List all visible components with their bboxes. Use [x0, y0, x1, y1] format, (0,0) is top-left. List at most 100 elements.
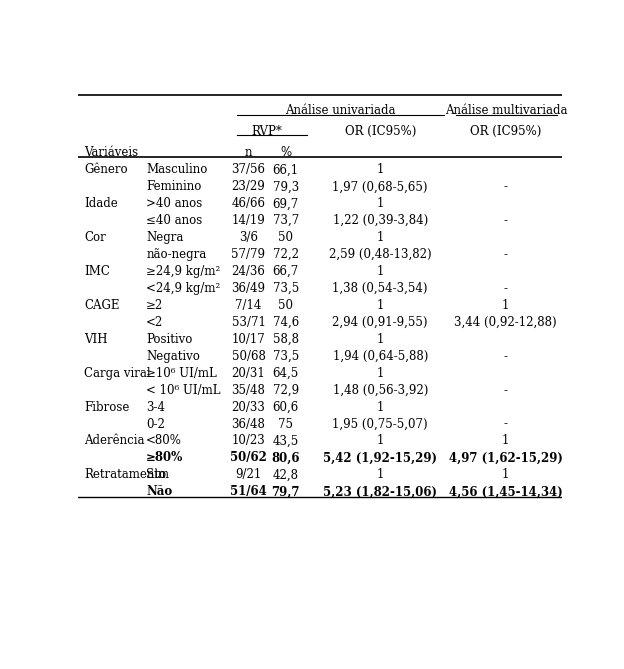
Text: <2: <2	[146, 316, 163, 329]
Text: 7/14: 7/14	[235, 299, 261, 312]
Text: 1,97 (0,68-5,65): 1,97 (0,68-5,65)	[333, 181, 428, 193]
Text: ≥10⁶ UI/mL: ≥10⁶ UI/mL	[146, 367, 217, 380]
Text: ≤40 anos: ≤40 anos	[146, 214, 202, 227]
Text: >40 anos: >40 anos	[146, 197, 202, 210]
Text: 50/62: 50/62	[230, 452, 267, 464]
Text: -: -	[504, 417, 508, 431]
Text: 1: 1	[502, 468, 509, 482]
Text: 46/66: 46/66	[232, 197, 265, 210]
Text: 2,59 (0,48-13,82): 2,59 (0,48-13,82)	[329, 248, 432, 261]
Text: -: -	[504, 248, 508, 261]
Text: OR (IC95%): OR (IC95%)	[344, 125, 416, 138]
Text: 1: 1	[376, 401, 384, 413]
Text: Aderência: Aderência	[84, 434, 145, 448]
Text: 80,6: 80,6	[271, 452, 300, 464]
Text: Sim: Sim	[146, 468, 169, 482]
Text: Masculino: Masculino	[146, 163, 208, 177]
Text: -: -	[504, 350, 508, 363]
Text: 0-2: 0-2	[146, 417, 165, 431]
Text: 9/21: 9/21	[235, 468, 261, 482]
Text: 4,97 (1,62-15,29): 4,97 (1,62-15,29)	[449, 452, 563, 464]
Text: Cor: Cor	[84, 231, 106, 244]
Text: 74,6: 74,6	[273, 316, 299, 329]
Text: ≥24,9 kg/m²: ≥24,9 kg/m²	[146, 265, 220, 278]
Text: 5,42 (1,92-15,29): 5,42 (1,92-15,29)	[323, 452, 437, 464]
Text: -: -	[504, 214, 508, 227]
Text: 75: 75	[278, 417, 293, 431]
Text: 14/19: 14/19	[232, 214, 265, 227]
Text: 3/6: 3/6	[239, 231, 258, 244]
Text: IMC: IMC	[84, 265, 110, 278]
Text: Fibrose: Fibrose	[84, 401, 130, 413]
Text: Carga viral: Carga viral	[84, 367, 151, 380]
Text: 1: 1	[376, 434, 384, 448]
Text: 1: 1	[376, 468, 384, 482]
Text: 3,44 (0,92-12,88): 3,44 (0,92-12,88)	[454, 316, 557, 329]
Text: 1,95 (0,75-5,07): 1,95 (0,75-5,07)	[333, 417, 428, 431]
Text: 2,94 (0,91-9,55): 2,94 (0,91-9,55)	[333, 316, 428, 329]
Text: %: %	[280, 146, 291, 159]
Text: VIH: VIH	[84, 333, 108, 346]
Text: CAGE: CAGE	[84, 299, 120, 312]
Text: 20/31: 20/31	[232, 367, 265, 380]
Text: 43,5: 43,5	[273, 434, 299, 448]
Text: 1: 1	[376, 163, 384, 177]
Text: 50/68: 50/68	[232, 350, 265, 363]
Text: 35/48: 35/48	[232, 383, 265, 397]
Text: Feminino: Feminino	[146, 181, 202, 193]
Text: 66,1: 66,1	[273, 163, 299, 177]
Text: 1: 1	[376, 265, 384, 278]
Text: Retratamento: Retratamento	[84, 468, 167, 482]
Text: 23/29: 23/29	[232, 181, 265, 193]
Text: n: n	[245, 146, 252, 159]
Text: 73,7: 73,7	[273, 214, 299, 227]
Text: 1,94 (0,64-5,88): 1,94 (0,64-5,88)	[333, 350, 428, 363]
Text: 73,5: 73,5	[273, 282, 299, 295]
Text: Não: Não	[146, 485, 172, 498]
Text: 36/49: 36/49	[232, 282, 265, 295]
Text: 66,7: 66,7	[273, 265, 299, 278]
Text: 4,56 (1,45-14,34): 4,56 (1,45-14,34)	[449, 485, 563, 498]
Text: 50: 50	[278, 299, 293, 312]
Text: < 10⁶ UI/mL: < 10⁶ UI/mL	[146, 383, 221, 397]
Text: 79,3: 79,3	[273, 181, 299, 193]
Text: -: -	[504, 282, 508, 295]
Text: 1: 1	[376, 299, 384, 312]
Text: 1,38 (0,54-3,54): 1,38 (0,54-3,54)	[333, 282, 428, 295]
Text: 58,8: 58,8	[273, 333, 299, 346]
Text: -: -	[504, 181, 508, 193]
Text: 1: 1	[376, 231, 384, 244]
Text: OR (IC95%): OR (IC95%)	[470, 125, 542, 138]
Text: <24,9 kg/m²: <24,9 kg/m²	[146, 282, 220, 295]
Text: 24/36: 24/36	[232, 265, 265, 278]
Text: <80%: <80%	[146, 434, 182, 448]
Text: 10/17: 10/17	[232, 333, 265, 346]
Text: 42,8: 42,8	[273, 468, 299, 482]
Text: 1: 1	[376, 333, 384, 346]
Text: 72,2: 72,2	[273, 248, 299, 261]
Text: 79,7: 79,7	[271, 485, 300, 498]
Text: Variáveis: Variáveis	[84, 146, 139, 159]
Text: 53/71: 53/71	[232, 316, 265, 329]
Text: não-negra: não-negra	[146, 248, 207, 261]
Text: 60,6: 60,6	[273, 401, 299, 413]
Text: 1: 1	[376, 197, 384, 210]
Text: 37/56: 37/56	[232, 163, 265, 177]
Text: 1: 1	[376, 367, 384, 380]
Text: Negativo: Negativo	[146, 350, 200, 363]
Text: 51/64: 51/64	[230, 485, 267, 498]
Text: ≥2: ≥2	[146, 299, 163, 312]
Text: 5,23 (1,82-15,06): 5,23 (1,82-15,06)	[323, 485, 437, 498]
Text: 69,7: 69,7	[273, 197, 299, 210]
Text: 64,5: 64,5	[273, 367, 299, 380]
Text: 57/79: 57/79	[232, 248, 265, 261]
Text: 72,9: 72,9	[273, 383, 299, 397]
Text: Positivo: Positivo	[146, 333, 193, 346]
Text: 1: 1	[502, 299, 509, 312]
Text: 20/33: 20/33	[232, 401, 265, 413]
Text: 3-4: 3-4	[146, 401, 165, 413]
Text: 1: 1	[502, 434, 509, 448]
Text: ≥80%: ≥80%	[146, 452, 183, 464]
Text: Gênero: Gênero	[84, 163, 128, 177]
Text: 73,5: 73,5	[273, 350, 299, 363]
